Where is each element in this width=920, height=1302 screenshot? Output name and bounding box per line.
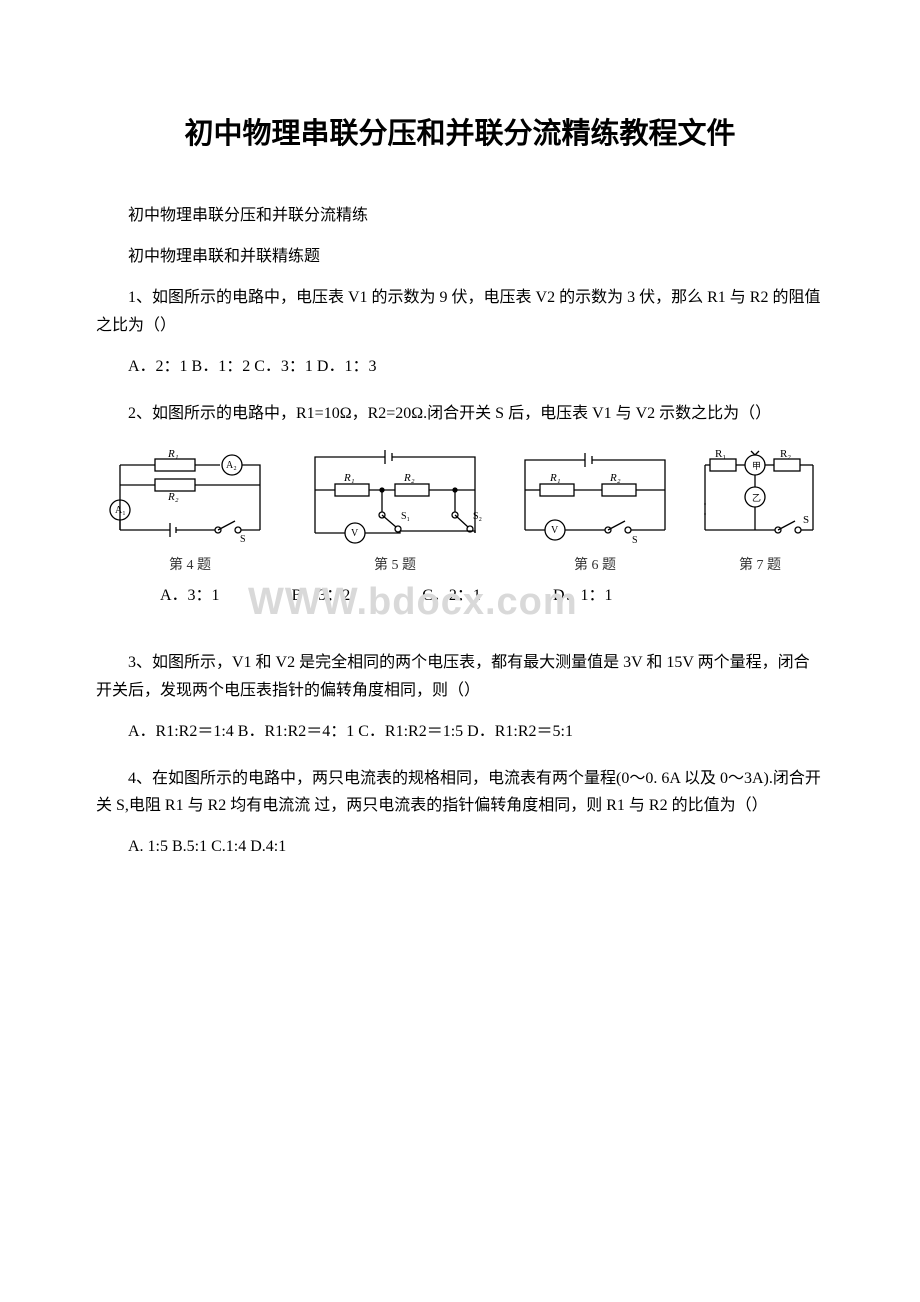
q2-opt-d: D．1：1 [521, 582, 613, 609]
circuit-6-svg: R₁ R₂ V S [510, 445, 680, 550]
svg-text:R₁: R₁ [715, 448, 726, 460]
question-3-text: 3、如图所示，V1 和 V2 是完全相同的两个电压表，都有最大测量值是 3V 和… [96, 649, 824, 703]
diagram-5-caption: 第 5 题 [295, 554, 495, 574]
svg-text:R₁: R₁ [343, 472, 355, 484]
circuit-diagram-row: R₁ R₂ A₂ A₁ S 第 4 题 [96, 445, 824, 574]
page-title: 初中物理串联分压和并联分流精练教程文件 [96, 110, 824, 152]
svg-text:R₂: R₂ [167, 491, 179, 503]
q2-opt-b: B．3：2 [260, 582, 351, 609]
svg-text:A₂: A₂ [226, 460, 237, 471]
subtitle-1: 初中物理串联分压和并联分流精练 [96, 202, 824, 229]
svg-text:R₂: R₂ [780, 448, 791, 460]
diagram-4: R₁ R₂ A₂ A₁ S 第 4 题 [95, 445, 285, 574]
svg-text:S: S [240, 534, 246, 545]
diagram-5: R₁ R₂ V S₁ S₂ 第 5 题 [295, 445, 495, 574]
diagram-6-caption: 第 6 题 [505, 554, 685, 574]
diagram-4-caption: 第 4 题 [95, 554, 285, 574]
circuit-5-svg: R₁ R₂ V S₁ S₂ [300, 445, 490, 550]
question-1-text: 1、如图所示的电路中，电压表 V1 的示数为 9 伏，电压表 V2 的示数为 3… [96, 284, 824, 338]
question-3-options: A．R1:R2＝1:4 B．R1:R2＝4：1 C．R1:R2＝1:5 D．R1… [96, 718, 824, 745]
svg-text:V: V [351, 528, 359, 539]
question-4-options: A. 1:5 B.5:1 C.1:4 D.4:1 [96, 833, 824, 860]
svg-text:乙: 乙 [752, 493, 761, 503]
question-4-text: 4、在如图所示的电路中，两只电流表的规格相同，电流表有两个量程(0～0. 6A … [96, 765, 824, 819]
question-1-options: A．2：1 B．1：2 C．3：1 D．1：3 [96, 353, 824, 380]
svg-text:A₁: A₁ [115, 505, 126, 516]
svg-text:S: S [632, 535, 638, 546]
svg-text:S₂: S₂ [473, 511, 482, 522]
q2-opt-c: C．2：1 [390, 582, 481, 609]
svg-text:R₁: R₁ [549, 472, 561, 484]
q2-opt-a: A．3：1 [128, 582, 220, 609]
svg-text:R₁: R₁ [167, 448, 179, 460]
diagram-6: R₁ R₂ V S 第 6 题 [505, 445, 685, 574]
svg-text:R₂: R₂ [403, 472, 415, 484]
circuit-4-svg: R₁ R₂ A₂ A₁ S [100, 445, 280, 550]
svg-text:V: V [551, 525, 559, 536]
subtitle-2: 初中物理串联和并联精练题 [96, 243, 824, 270]
question-2-text: 2、如图所示的电路中，R1=10Ω，R2=20Ω.闭合开关 S 后，电压表 V1… [96, 400, 824, 427]
question-2-options-row: WWW.bdocx.com A．3：1 B．3：2 C．2：1 D．1：1 [96, 582, 824, 609]
diagram-7-caption: 第 7 题 [695, 554, 825, 574]
svg-text:S₁: S₁ [401, 511, 410, 522]
diagram-7: R₁ R₂ 甲 乙 S 第 7 题 [695, 445, 825, 574]
svg-text:S: S [803, 514, 809, 526]
svg-text:R₂: R₂ [609, 472, 621, 484]
svg-text:甲: 甲 [752, 461, 761, 471]
circuit-7-svg: R₁ R₂ 甲 乙 S [695, 445, 825, 550]
